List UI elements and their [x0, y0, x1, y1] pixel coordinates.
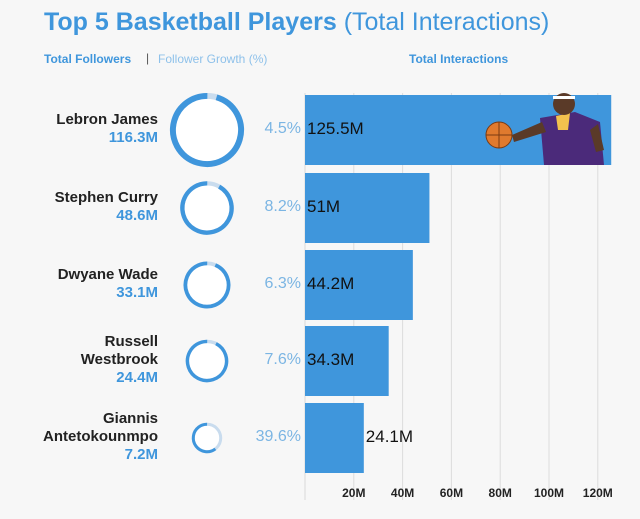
- x-tick-label: 60M: [440, 486, 463, 500]
- interaction-value-label: 44.2M: [307, 274, 355, 293]
- interaction-bar: [305, 403, 364, 473]
- x-tick-label: 80M: [489, 486, 512, 500]
- player-followers: 24.4M: [116, 369, 158, 386]
- x-tick-label: 100M: [534, 486, 564, 500]
- follower-ring: [185, 339, 229, 383]
- interaction-value-label: 34.3M: [307, 350, 355, 369]
- follower-ring: [183, 261, 231, 309]
- follower-growth-label: 6.3%: [264, 275, 301, 292]
- follower-growth-label: 7.6%: [264, 351, 301, 368]
- legend-separator: |: [146, 51, 150, 65]
- player-name: Antetokounmpo: [43, 428, 158, 445]
- follower-ring: [169, 93, 244, 168]
- interaction-bar: [305, 250, 413, 320]
- player-followers: 116.3M: [108, 129, 158, 146]
- follower-growth-label: 4.5%: [264, 120, 301, 137]
- legend-follower-growth: Follower Growth (%): [158, 52, 268, 66]
- chart-title-main: Top 5 Basketball Players: [44, 8, 337, 36]
- follower-growth-label: 39.6%: [255, 428, 301, 445]
- follower-growth-label: 8.2%: [264, 198, 301, 215]
- x-tick-label: 120M: [583, 486, 613, 500]
- player-name: Dwyane Wade: [57, 266, 158, 283]
- interaction-bar: [305, 173, 430, 243]
- player-name: Stephen Curry: [54, 189, 158, 206]
- player-name: Giannis: [102, 410, 158, 427]
- interaction-value-label: 125.5M: [307, 119, 364, 138]
- chart-title: Top 5 Basketball Players (Total Interact…: [44, 8, 549, 37]
- interaction-value-label: 24.1M: [365, 427, 414, 446]
- x-tick-label: 40M: [391, 486, 414, 500]
- interaction-bar: [305, 326, 389, 396]
- player-name: Lebron James: [56, 111, 158, 128]
- chart-title-sub: (Total Interactions): [343, 8, 550, 36]
- legend-total-followers: Total Followers: [44, 52, 132, 66]
- x-tick-label: 20M: [342, 486, 365, 500]
- player-illustration: [485, 93, 604, 165]
- follower-ring: [191, 422, 223, 454]
- player-followers: 33.1M: [116, 284, 158, 301]
- player-name: Russell: [104, 333, 158, 350]
- player-followers: 48.6M: [116, 207, 158, 224]
- player-followers: 7.2M: [124, 446, 158, 463]
- interaction-value-label: 51M: [307, 197, 341, 216]
- legend-total-interactions: Total Interactions: [409, 52, 509, 66]
- player-name: Westbrook: [80, 351, 158, 368]
